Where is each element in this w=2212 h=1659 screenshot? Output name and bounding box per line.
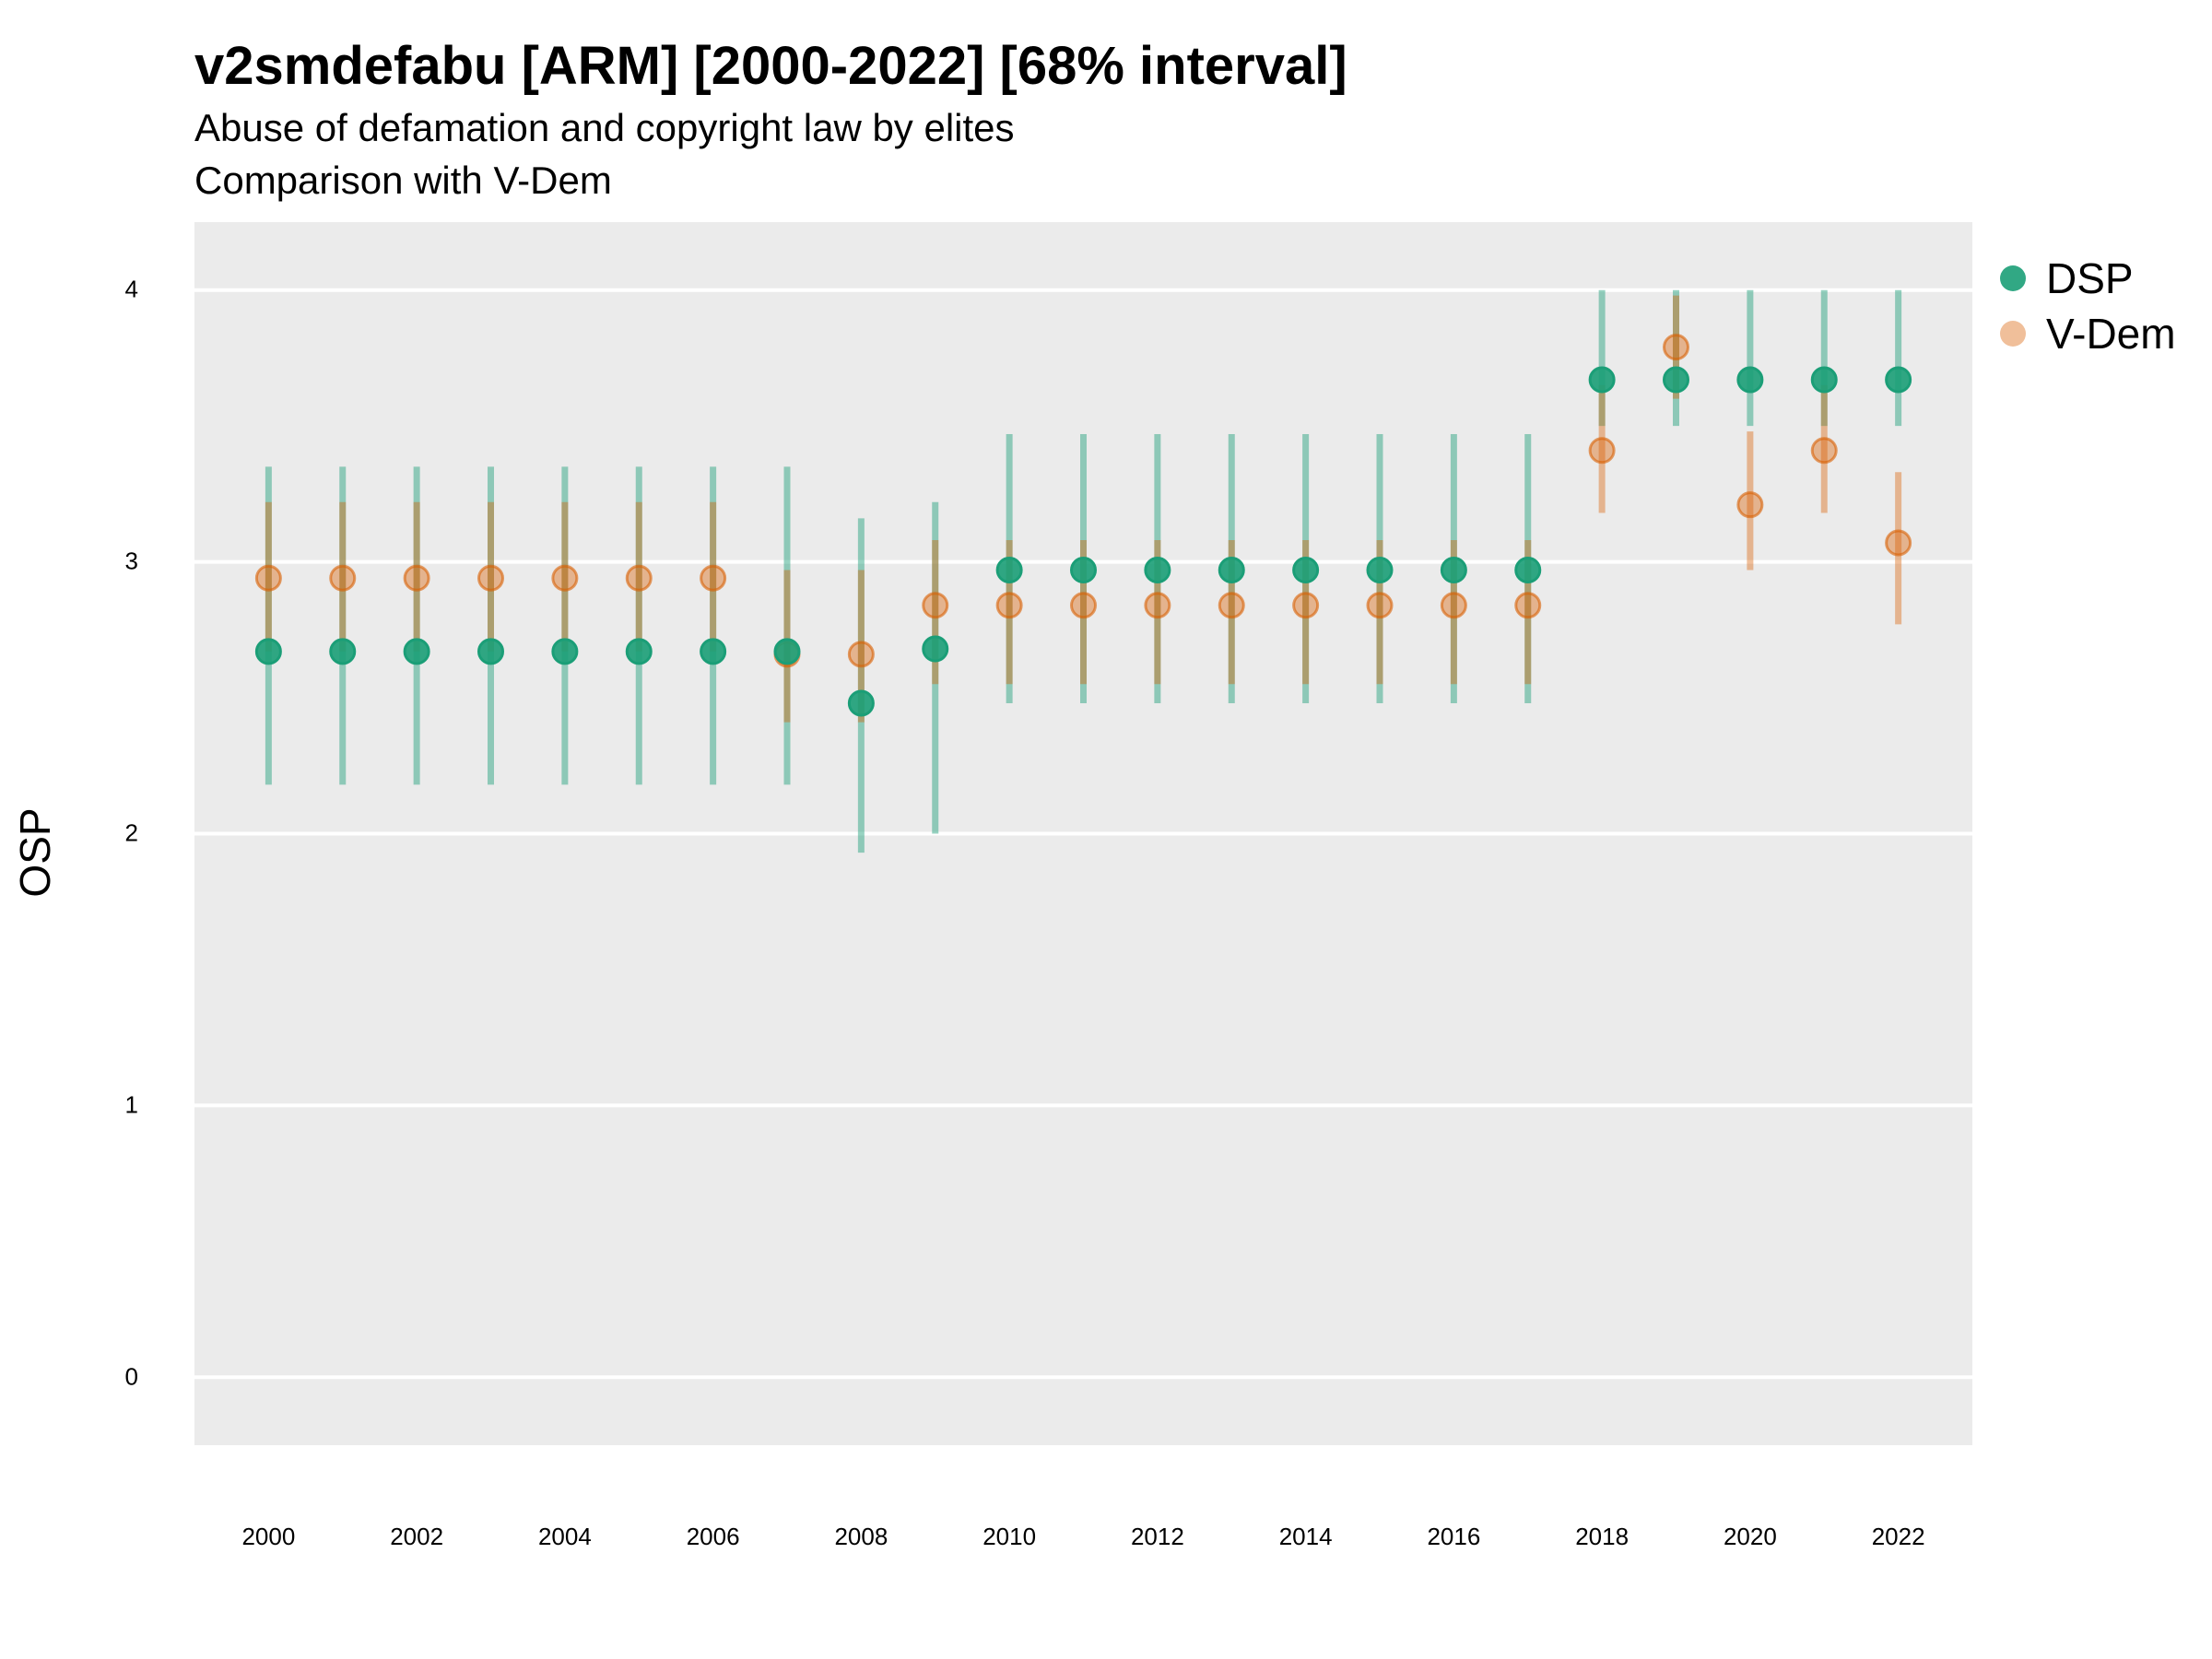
- point-vdem: [477, 564, 504, 592]
- point-vdem: [403, 564, 430, 592]
- x-tick-label: 2016: [1427, 1523, 1480, 1550]
- point-dsp: [254, 638, 282, 665]
- point-dsp: [1070, 556, 1097, 583]
- point-vdem: [995, 592, 1023, 619]
- x-tick-label: 2004: [538, 1523, 592, 1550]
- legend-item-dsp: DSP: [2000, 251, 2176, 306]
- legend-dot-vdem: [2000, 321, 2026, 347]
- point-dsp: [1218, 556, 1245, 583]
- point-vdem: [551, 564, 579, 592]
- chart-subtitle-line1: Abuse of defamation and copyright law by…: [194, 106, 1015, 149]
- y-tick-label: 3: [125, 547, 138, 575]
- point-dsp: [625, 638, 653, 665]
- point-vdem: [254, 564, 282, 592]
- x-tick-label: 2022: [1872, 1523, 1925, 1550]
- point-dsp: [1736, 366, 1764, 394]
- legend-item-vdem: V-Dem: [2000, 306, 2176, 361]
- point-vdem: [1070, 592, 1097, 619]
- legend: DSP V-Dem: [2000, 251, 2176, 361]
- point-dsp: [477, 638, 504, 665]
- point-dsp: [403, 638, 430, 665]
- x-tick-label: 2006: [687, 1523, 740, 1550]
- point-vdem: [1514, 592, 1542, 619]
- point-vdem: [1736, 491, 1764, 519]
- x-tick-label: 2008: [834, 1523, 888, 1550]
- point-vdem: [1292, 592, 1320, 619]
- y-tick-label: 4: [125, 276, 138, 303]
- x-tick-label: 2018: [1575, 1523, 1629, 1550]
- point-vdem: [700, 564, 727, 592]
- x-tick-label: 2000: [241, 1523, 295, 1550]
- chart-subtitle-line2: Comparison with V-Dem: [194, 159, 612, 202]
- legend-label-dsp: DSP: [2046, 254, 2134, 302]
- point-dsp: [551, 638, 579, 665]
- point-vdem: [1885, 529, 1912, 557]
- point-dsp: [1810, 366, 1838, 394]
- x-tick-label: 2020: [1724, 1523, 1777, 1550]
- point-dsp: [329, 638, 357, 665]
- point-vdem: [329, 564, 357, 592]
- legend-dot-dsp: [2000, 265, 2026, 291]
- x-tick-label: 2002: [390, 1523, 443, 1550]
- y-tick-label: 0: [125, 1362, 138, 1390]
- point-vdem: [1218, 592, 1245, 619]
- point-vdem: [1588, 437, 1616, 465]
- x-tick-label: 2014: [1279, 1523, 1333, 1550]
- legend-label-vdem: V-Dem: [2046, 310, 2176, 358]
- point-dsp: [847, 689, 875, 717]
- x-tick-label: 2010: [982, 1523, 1036, 1550]
- point-vdem: [625, 564, 653, 592]
- point-dsp: [1663, 366, 1689, 394]
- point-dsp: [700, 638, 727, 665]
- point-vdem: [922, 592, 949, 619]
- point-dsp: [995, 556, 1023, 583]
- point-vdem: [1144, 592, 1171, 619]
- chart-title: v2smdefabu [ARM] [2000-2022] [68% interv…: [194, 36, 1347, 96]
- x-tick-label: 2012: [1131, 1523, 1184, 1550]
- point-dsp: [1588, 366, 1616, 394]
- point-vdem: [1810, 437, 1838, 465]
- point-dsp: [1144, 556, 1171, 583]
- point-dsp: [1514, 556, 1542, 583]
- y-tick-label: 1: [125, 1090, 138, 1118]
- point-dsp: [773, 638, 801, 665]
- point-dsp: [1885, 366, 1912, 394]
- point-vdem: [1366, 592, 1394, 619]
- point-vdem: [1440, 592, 1467, 619]
- point-dsp: [1366, 556, 1394, 583]
- point-vdem: [1663, 334, 1689, 361]
- y-tick-label: 2: [125, 819, 138, 847]
- point-dsp: [922, 635, 949, 663]
- point-dsp: [1292, 556, 1320, 583]
- point-dsp: [1440, 556, 1467, 583]
- point-vdem: [847, 641, 875, 668]
